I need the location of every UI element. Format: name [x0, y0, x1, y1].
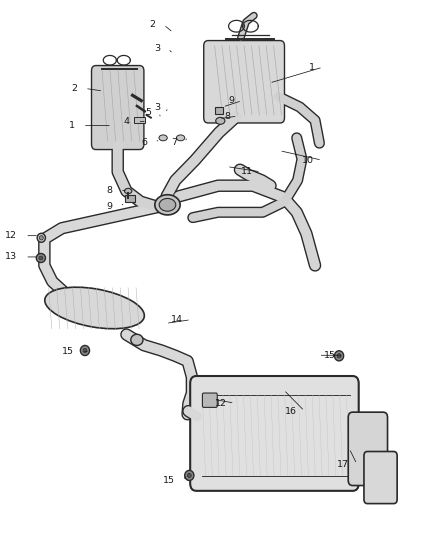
Text: 1: 1 — [69, 121, 75, 130]
Text: 2: 2 — [150, 20, 155, 29]
Ellipse shape — [155, 195, 180, 215]
FancyBboxPatch shape — [348, 412, 388, 486]
FancyBboxPatch shape — [204, 41, 285, 123]
FancyBboxPatch shape — [92, 66, 144, 150]
Bar — [215, 107, 223, 115]
Text: 13: 13 — [5, 253, 17, 261]
Text: 8: 8 — [106, 186, 112, 195]
Ellipse shape — [177, 135, 185, 141]
Text: 15: 15 — [162, 476, 174, 484]
FancyBboxPatch shape — [190, 376, 359, 491]
Text: 1: 1 — [309, 63, 315, 71]
Ellipse shape — [187, 473, 191, 478]
Text: 15: 15 — [324, 351, 336, 360]
Ellipse shape — [124, 188, 132, 193]
Ellipse shape — [39, 256, 43, 260]
Text: 12: 12 — [5, 231, 17, 240]
Ellipse shape — [159, 198, 176, 211]
Text: 9: 9 — [106, 202, 112, 211]
Ellipse shape — [131, 334, 143, 345]
Ellipse shape — [83, 349, 87, 353]
Bar — [125, 195, 135, 202]
Text: 15: 15 — [62, 347, 74, 356]
Text: 14: 14 — [171, 315, 183, 324]
Ellipse shape — [159, 135, 167, 141]
Ellipse shape — [216, 117, 225, 124]
Text: 12: 12 — [215, 399, 227, 408]
Ellipse shape — [36, 254, 46, 263]
Text: 4: 4 — [124, 117, 130, 126]
Text: 5: 5 — [145, 108, 151, 117]
Text: 3: 3 — [154, 44, 160, 53]
Ellipse shape — [335, 351, 344, 361]
Text: 8: 8 — [224, 111, 230, 120]
Text: 7: 7 — [172, 138, 177, 147]
Ellipse shape — [185, 471, 194, 480]
Text: 11: 11 — [241, 167, 253, 176]
Bar — [134, 117, 145, 123]
FancyBboxPatch shape — [364, 451, 397, 504]
Text: 2: 2 — [71, 84, 77, 93]
Ellipse shape — [81, 345, 89, 356]
Ellipse shape — [45, 287, 145, 329]
Text: 3: 3 — [154, 102, 160, 111]
Text: 16: 16 — [285, 407, 297, 416]
Text: 9: 9 — [228, 96, 234, 105]
Ellipse shape — [37, 233, 46, 243]
Ellipse shape — [39, 236, 43, 240]
Ellipse shape — [337, 354, 341, 358]
Text: 6: 6 — [141, 138, 147, 147]
Text: 17: 17 — [337, 460, 349, 469]
Text: 10: 10 — [302, 156, 314, 165]
FancyBboxPatch shape — [202, 393, 217, 407]
